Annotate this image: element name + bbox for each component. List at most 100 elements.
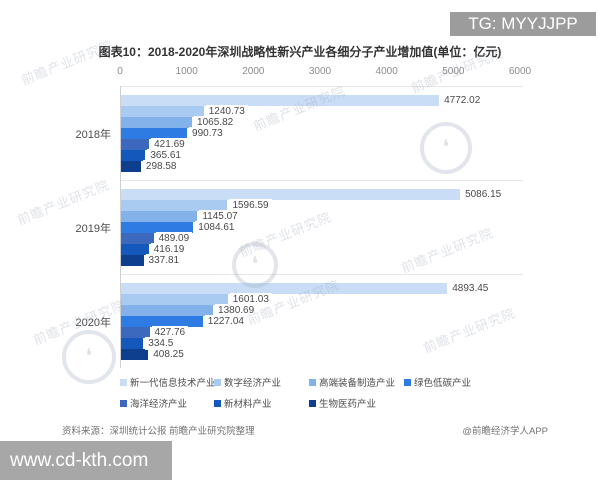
category-group: 2018年 4772.02 1240.73 1065.82 990.73 421.69 36…: [76, 86, 523, 180]
source-text: 资料来源：深圳统计公报 前瞻产业研究院整理: [62, 426, 255, 437]
value-label: 1145.07: [199, 210, 241, 223]
legend-label: 绿色低碳产业: [414, 378, 472, 389]
bar-新材料产业: [121, 338, 144, 349]
bar-row: 337.81: [121, 254, 523, 267]
bar-绿色低碳产业: [121, 222, 194, 233]
value-label: 421.69: [151, 138, 188, 151]
source-row: 资料来源：深圳统计公报 前瞻产业研究院整理 @前瞻经济学人APP: [62, 423, 548, 437]
legend-item: 新一代信息技术产业: [120, 375, 216, 389]
value-label: 1596.59: [229, 199, 272, 212]
value-label: 1380.69: [215, 304, 258, 317]
tg-badge: TG: MYYJJPP: [450, 12, 596, 36]
bar-row: 365.61: [121, 149, 523, 162]
legend-marker-icon: [120, 399, 127, 407]
bar-row: 1145.07: [121, 210, 523, 223]
value-label: 365.61: [147, 149, 184, 162]
legend: 新一代信息技术产业 数字经济产业 高端装备制造产业 绿色低碳产业海洋经济产业 新材料产业…: [120, 375, 550, 410]
bar-row: 334.5: [121, 337, 523, 350]
category-label: 2020年: [75, 316, 111, 329]
legend-marker-icon: [214, 399, 221, 407]
bar-row: 421.69: [121, 138, 523, 151]
bar-row: 5086.15: [121, 188, 523, 201]
legend-item: 绿色低碳产业: [404, 375, 550, 389]
page-title: 图表10：2018-2020年深圳战略性新兴产业各细分子产业增加值(单位：亿元): [98, 45, 502, 59]
category-group: 2019年 5086.15 1596.59 1145.07 1084.61 489.09 4…: [76, 180, 523, 274]
value-label: 489.09: [155, 232, 193, 245]
axis-tick: 4000: [375, 66, 398, 77]
value-label: 298.58: [142, 160, 180, 173]
bar-row: 408.25: [121, 348, 523, 361]
axis-tick: 6000: [508, 66, 532, 77]
bar-数字经济产业: [121, 106, 204, 117]
bar-新一代信息技术产业: [121, 95, 440, 106]
axis-tick: 0: [117, 66, 123, 77]
bar-绿色低碳产业: [121, 128, 188, 139]
value-label: 427.76: [151, 326, 189, 339]
legend-marker-icon: [309, 399, 316, 407]
axis-tick: 3000: [308, 66, 332, 77]
axis-tick: 2000: [242, 66, 265, 77]
legend-item: 数字经济产业: [214, 375, 309, 389]
bar-海洋经济产业: [121, 233, 154, 244]
source-credit: @前瞻经济学人APP: [462, 426, 548, 437]
legend-label: 高端装备制造产业: [319, 378, 396, 389]
bar-row: 1380.69: [121, 304, 523, 317]
bar-海洋经济产业: [121, 139, 150, 150]
bar-row: 1601.03: [121, 293, 523, 306]
bar-row: 1596.59: [121, 199, 523, 212]
legend-label: 生物医药产业: [319, 399, 377, 410]
value-label: 990.73: [189, 127, 226, 140]
legend-label: 新材料产业: [224, 399, 272, 410]
value-label: 1601.03: [229, 293, 272, 306]
bar-row: 4772.02: [121, 94, 523, 107]
bar-生物医药产业: [121, 255, 144, 266]
watermark-logo-icon: ❛: [62, 330, 116, 384]
bar-生物医药产业: [121, 349, 149, 360]
value-label: 4772.02: [441, 94, 484, 107]
bar-高端装备制造产业: [121, 305, 214, 316]
bar-新材料产业: [121, 244, 149, 255]
legend-marker-icon: [309, 378, 316, 386]
plot-area: 2018年 4772.02 1240.73 1065.82 990.73 421.69 36…: [76, 86, 523, 368]
bar-row: 1065.82: [121, 116, 523, 129]
category-label: 2019年: [75, 222, 111, 235]
bar-row: 1084.61: [121, 221, 523, 234]
legend-marker-icon: [214, 378, 221, 386]
bar-row: 1240.73: [121, 105, 523, 118]
bar-高端装备制造产业: [121, 211, 198, 222]
value-label: 1065.82: [194, 116, 237, 129]
value-label: 337.81: [145, 254, 183, 267]
legend-label: 新一代信息技术产业: [130, 378, 216, 389]
watermark-bar: www.cd-kth.com: [0, 441, 172, 480]
bar-绿色低碳产业: [121, 316, 203, 327]
category-group: 2020年 4893.45 1601.03 1380.69 1227.04 427.76 3…: [76, 274, 523, 368]
bar-row: 416.19: [121, 243, 523, 256]
legend-marker-icon: [120, 378, 127, 386]
value-label: 416.19: [150, 243, 188, 256]
legend-item: 生物医药产业: [309, 396, 404, 410]
legend-item: 新材料产业: [214, 396, 309, 410]
bar-生物医药产业: [121, 161, 141, 172]
legend-label: 数字经济产业: [224, 378, 282, 389]
bar-row: 298.58: [121, 160, 523, 173]
bar-row: 427.76: [121, 326, 523, 339]
axis-tick: 5000: [442, 66, 465, 77]
legend-item: 海洋经济产业: [120, 396, 214, 410]
axis-tick: 1000: [175, 66, 198, 77]
legend-marker-icon: [404, 378, 411, 386]
value-label: 4893.45: [449, 282, 492, 295]
value-label: 1240.73: [205, 105, 248, 118]
category-label: 2018年: [75, 128, 111, 141]
bar-row: 489.09: [121, 232, 523, 245]
legend-label: 海洋经济产业: [130, 399, 188, 410]
bar-新一代信息技术产业: [121, 283, 448, 294]
value-label: 408.25: [150, 348, 187, 361]
bar-数字经济产业: [121, 294, 228, 305]
legend-item: 高端装备制造产业: [309, 375, 404, 389]
value-label: 5086.15: [462, 188, 505, 201]
bar-新材料产业: [121, 150, 146, 161]
bar-新一代信息技术产业: [121, 189, 461, 200]
bar-数字经济产业: [121, 200, 228, 211]
value-label: 1084.61: [195, 221, 238, 234]
